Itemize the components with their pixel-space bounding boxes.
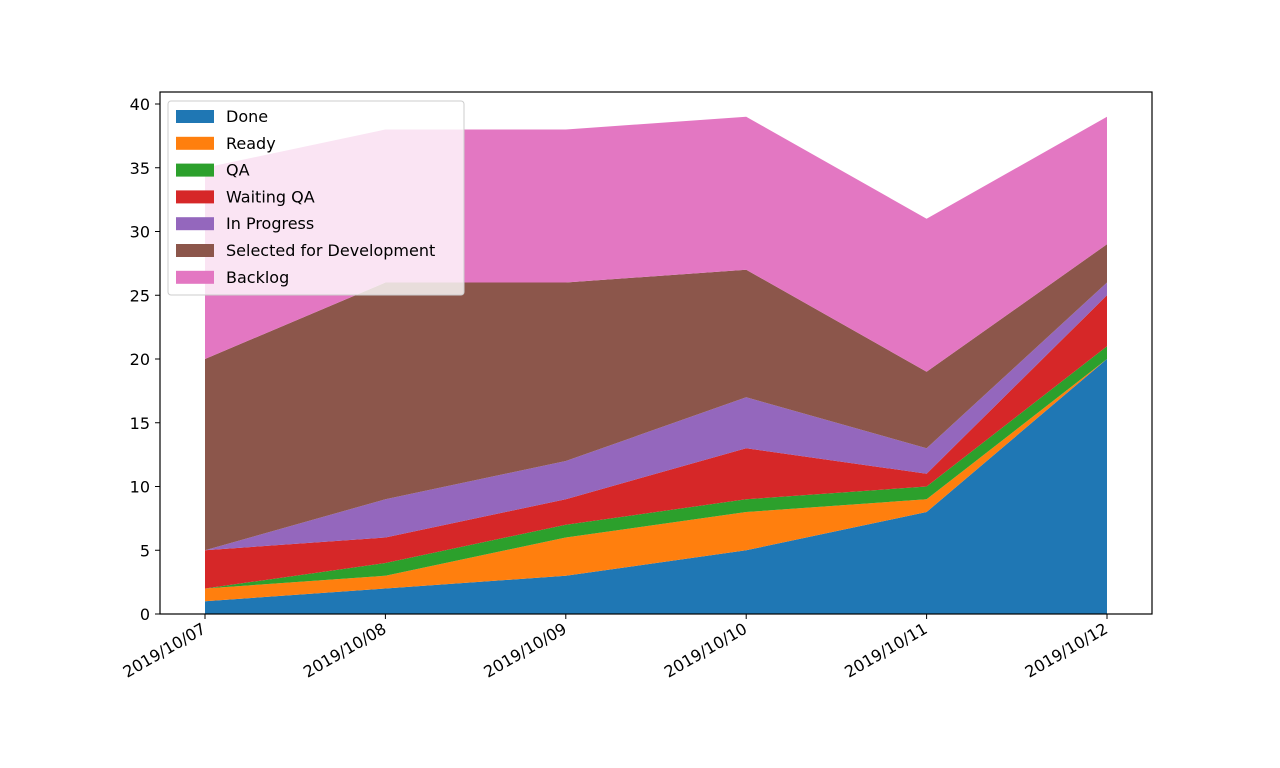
y-tick-label: 15 <box>130 414 150 433</box>
legend-swatch <box>176 136 214 150</box>
y-tick-label: 0 <box>140 605 150 624</box>
y-tick-label: 30 <box>130 223 150 242</box>
y-tick-label: 20 <box>130 350 150 369</box>
legend-label: QA <box>226 161 250 180</box>
y-tick-label: 35 <box>130 159 150 178</box>
y-tick-label: 5 <box>140 541 150 560</box>
legend-label: Waiting QA <box>226 187 315 206</box>
legend-swatch <box>176 244 214 257</box>
y-tick-label: 40 <box>130 95 150 114</box>
legend-label: Ready <box>226 134 276 153</box>
plot-frame <box>159 91 1153 615</box>
legend-box <box>167 100 465 296</box>
legend-label: In Progress <box>226 214 314 233</box>
legend-label: Backlog <box>226 268 289 287</box>
legend-swatch <box>176 163 214 177</box>
area-selected-for-development <box>205 244 1107 551</box>
area-ready <box>205 359 1107 602</box>
y-tick-label: 25 <box>130 286 150 305</box>
legend-label: Selected for Development <box>226 241 435 260</box>
area-done <box>205 359 1107 614</box>
legend-swatch <box>176 217 214 231</box>
legend-swatch <box>176 110 214 123</box>
y-tick-label: 10 <box>130 478 150 497</box>
area-waiting-qa <box>205 295 1107 589</box>
legend-swatch <box>176 190 214 204</box>
legend-swatch <box>176 270 214 284</box>
legend: Done Ready QA Waiting QA In Progress Selected… <box>167 100 465 296</box>
legend-label: Done <box>226 107 268 126</box>
